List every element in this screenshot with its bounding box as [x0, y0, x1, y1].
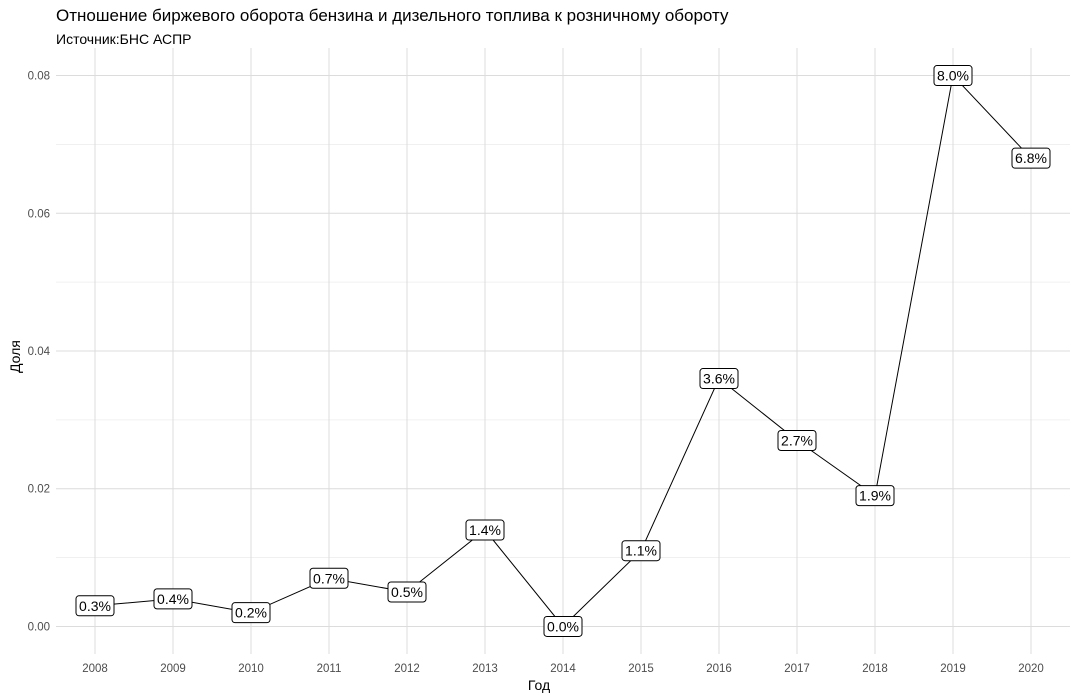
x-tick-label: 2018 [862, 663, 888, 675]
data-label-box [231, 602, 271, 624]
data-label-box [75, 595, 115, 617]
data-label-box [309, 567, 349, 589]
data-label-text: 0.3% [79, 598, 111, 614]
data-label: 2.7% [777, 430, 817, 452]
data-label-text: 8.0% [937, 68, 969, 84]
x-axis-tick-labels: 2008 2009 2010 2011 2012 2013 2014 2015 2016 2017… [82, 663, 1044, 675]
data-label: 0.3% [75, 595, 115, 617]
data-label-box [699, 368, 739, 390]
data-label: 1.1% [621, 540, 661, 562]
data-label: 0.2% [231, 602, 271, 624]
data-label-text: 3.6% [703, 371, 735, 387]
x-tick-label: 2014 [550, 663, 576, 675]
y-tick-label: 0.04 [28, 346, 51, 358]
data-label: 0.5% [387, 581, 427, 603]
data-label-text: 1.9% [859, 488, 891, 504]
grid-lines [56, 48, 1070, 654]
y-axis-tick-labels: 0.00 0.02 0.04 0.06 0.08 [28, 71, 51, 634]
data-label-box [387, 581, 427, 603]
x-tick-label: 2013 [472, 663, 498, 675]
data-label-text: 1.1% [625, 543, 657, 559]
data-label-box [465, 519, 505, 541]
x-tick-label: 2019 [940, 663, 966, 675]
y-tick-label: 0.00 [28, 621, 50, 633]
data-label-box [153, 588, 193, 610]
y-tick-label: 0.08 [28, 71, 50, 83]
data-label: 0.7% [309, 567, 349, 589]
chart-title: Отношение биржевого оборота бензина и ди… [56, 6, 729, 25]
data-label: 3.6% [699, 368, 739, 390]
x-tick-label: 2020 [1018, 663, 1044, 675]
data-label-box [855, 485, 895, 507]
data-label-text: 2.7% [781, 433, 813, 449]
data-label-text: 0.7% [313, 570, 345, 586]
x-tick-label: 2010 [238, 663, 264, 675]
x-axis-title: Год [527, 677, 551, 693]
data-label: 1.9% [855, 485, 895, 507]
data-label: 6.8% [1011, 147, 1051, 169]
data-label-box [1011, 147, 1051, 169]
y-tick-label: 0.02 [28, 484, 50, 496]
data-label: 0.0% [543, 615, 583, 637]
data-label-box [933, 65, 973, 87]
y-tick-label: 0.06 [28, 208, 50, 220]
data-label-text: 0.2% [235, 605, 267, 621]
data-label-text: 0.0% [547, 618, 579, 634]
x-tick-label: 2011 [317, 663, 342, 675]
data-label-text: 0.5% [391, 584, 423, 600]
x-tick-label: 2016 [706, 663, 732, 675]
x-tick-label: 2008 [82, 663, 108, 675]
data-label: 8.0% [933, 65, 973, 87]
x-tick-label: 2017 [784, 663, 810, 675]
data-label-box [621, 540, 661, 562]
data-label: 0.4% [153, 588, 193, 610]
data-label-box [777, 430, 817, 452]
x-tick-label: 2009 [160, 663, 186, 675]
data-label-box [543, 615, 583, 637]
chart-subtitle: Источник:БНС АСПР [56, 31, 192, 47]
data-labels: 0.3% 0.4% 0.2% 0.7% 0.5% 1.4% 0.0% 1.1% 3.6% 2.7%… [75, 65, 1051, 637]
x-tick-label: 2015 [628, 663, 654, 675]
data-label-text: 6.8% [1015, 150, 1047, 166]
data-label: 1.4% [465, 519, 505, 541]
x-tick-label: 2012 [394, 663, 420, 675]
data-label-text: 1.4% [469, 522, 501, 538]
data-label-text: 0.4% [157, 591, 189, 607]
y-axis-title: Доля [7, 340, 23, 373]
